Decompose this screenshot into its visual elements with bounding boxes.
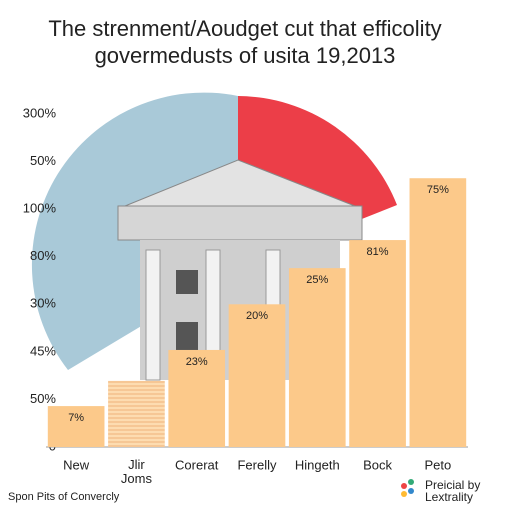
bar bbox=[409, 178, 467, 447]
chart-title: The strenment/Aoudget cut that efficolit… bbox=[48, 16, 441, 41]
footer-text: Lextrality bbox=[425, 490, 473, 504]
bar-annotation: 7% bbox=[68, 412, 84, 424]
x-tick-label: Ferelly bbox=[237, 457, 277, 472]
bar-annotation: 20% bbox=[246, 310, 268, 322]
x-tick-line: Jlir bbox=[128, 457, 145, 472]
footer-text: Spon Pits of Convercly bbox=[8, 491, 120, 503]
x-tick-label: New bbox=[63, 457, 90, 472]
x-tick-label: Jlir Joms bbox=[121, 457, 153, 486]
bar-annotation: 81% bbox=[367, 246, 389, 258]
footer-text: Preicial by bbox=[425, 478, 480, 492]
bar bbox=[168, 349, 226, 447]
y-tick-label: 300% bbox=[23, 105, 57, 120]
y-tick-label: 50% bbox=[30, 153, 56, 168]
chart-title: govermedusts of usita 19,2013 bbox=[95, 43, 396, 68]
bar bbox=[47, 406, 105, 447]
bar-annotation: 25% bbox=[306, 274, 328, 286]
y-tick-label: 50% bbox=[30, 391, 56, 406]
y-tick-label: 45% bbox=[30, 343, 56, 358]
y-tick-label: 80% bbox=[30, 248, 56, 263]
x-tick-label: Peto bbox=[424, 457, 451, 472]
x-tick-label: Corerat bbox=[175, 457, 219, 472]
x-tick-label: Bock bbox=[363, 457, 392, 472]
bar bbox=[108, 380, 165, 447]
bar bbox=[228, 304, 286, 447]
logo bbox=[401, 479, 414, 497]
bar-annotation: 75% bbox=[427, 184, 449, 196]
x-tick-line: Joms bbox=[121, 471, 153, 486]
bar bbox=[288, 268, 346, 447]
bar-annotation: 23% bbox=[186, 356, 208, 368]
x-tick-label: Hingeth bbox=[295, 457, 340, 472]
bar bbox=[349, 240, 406, 447]
y-tick-label: 100% bbox=[23, 201, 57, 216]
y-tick-label: 30% bbox=[30, 296, 56, 311]
